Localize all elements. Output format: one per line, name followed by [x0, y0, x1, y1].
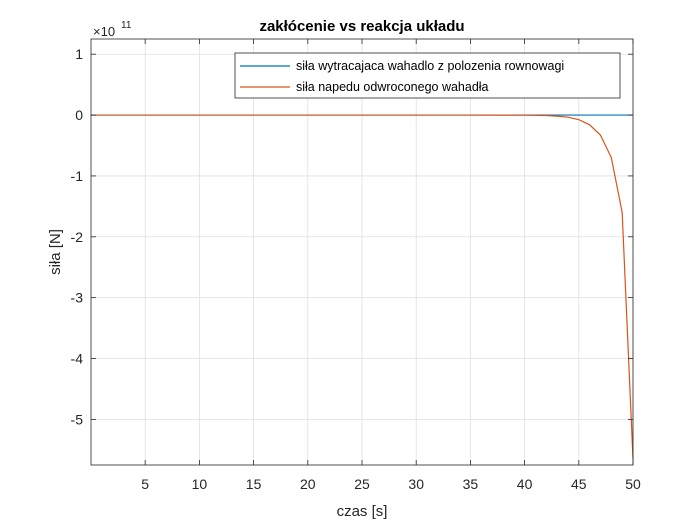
x-tick-label: 10	[192, 476, 208, 492]
series-line-2	[90, 114, 634, 459]
y-tick-label: 1	[75, 46, 83, 62]
legend-box	[234, 52, 621, 99]
y-tick-label: -4	[71, 351, 84, 367]
series-group	[90, 114, 634, 459]
y-tick-label: -5	[71, 411, 84, 427]
x-tick-label: 45	[571, 476, 587, 492]
y-exponent-power: 11	[121, 20, 132, 31]
x-tick-label: 25	[354, 476, 370, 492]
legend: siła wytracajaca wahadlo z polozenia row…	[234, 52, 621, 99]
x-tick-label: 15	[246, 476, 262, 492]
y-tick-label: -1	[71, 168, 84, 184]
x-tick-label: 40	[517, 476, 533, 492]
x-tick-label: 20	[300, 476, 316, 492]
y-exponent-base: ×10	[93, 24, 115, 39]
legend-label-series-1: siła wytracajaca wahadlo z polozenia row…	[296, 59, 564, 73]
x-tick-label: 35	[463, 476, 479, 492]
y-axis-label: siła [N]	[47, 229, 64, 275]
y-tick-label: -2	[71, 229, 84, 245]
y-tick-label: 0	[75, 107, 83, 123]
chart-title: zakłócenie vs reakcja układu	[259, 18, 464, 35]
y-tick-label: -3	[71, 290, 84, 306]
x-tick-label: 50	[625, 476, 641, 492]
x-axis-label: czas [s]	[337, 503, 388, 520]
legend-label-series-2: siła napedu odwroconego wahadła	[296, 80, 489, 94]
x-tick-label: 5	[141, 476, 149, 492]
x-tick-label: 30	[408, 476, 424, 492]
